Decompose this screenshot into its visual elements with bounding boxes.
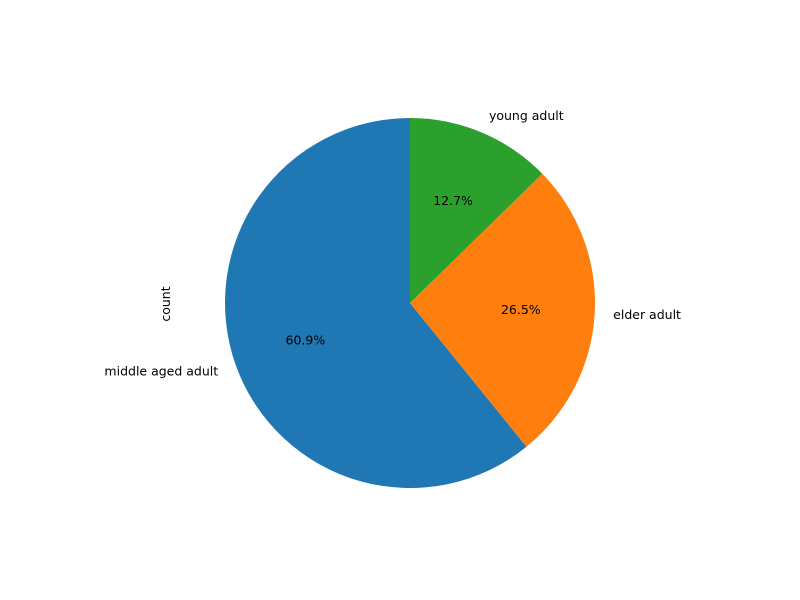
pie-slice-middle-aged-adult [225, 118, 527, 488]
slice-label: young adult [489, 108, 564, 123]
slice-label: middle aged adult [104, 363, 218, 378]
pie-labels: middle aged adult 60.9% elder adult 26.5% yo… [104, 108, 681, 379]
slice-percent-label: 12.7% [433, 193, 473, 208]
pie-slices [225, 118, 595, 488]
slice-label: elder adult [613, 307, 681, 322]
y-axis-label: count [158, 286, 173, 321]
slice-percent-label: 26.5% [501, 302, 541, 317]
slice-percent-label: 60.9% [286, 332, 326, 347]
pie-slice-elder-adult [410, 173, 595, 447]
pie-slice-young-adult [410, 118, 543, 303]
